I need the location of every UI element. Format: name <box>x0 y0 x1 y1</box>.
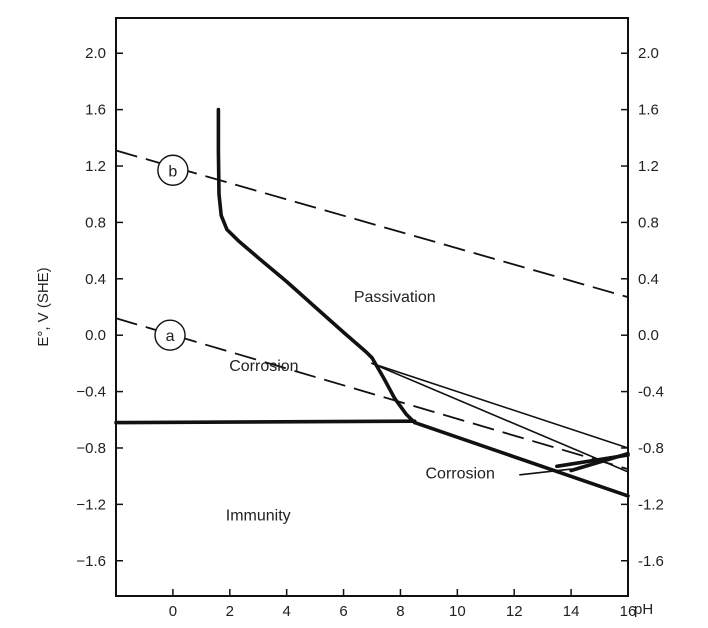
boundary-line <box>216 107 417 425</box>
y-tick-label-right: 0.4 <box>638 271 659 288</box>
region-label: Immunity <box>226 508 291 525</box>
y-tick-label-right: 2.0 <box>638 45 659 62</box>
y-tick-label-left: −0.4 <box>76 384 106 401</box>
reference-line-marker <box>157 154 189 186</box>
boundary-line <box>371 362 629 473</box>
reference-line-b <box>115 149 629 298</box>
x-tick-label: 16 <box>620 603 637 620</box>
boundary-line <box>519 468 572 476</box>
y-tick-label-left: −1.6 <box>76 553 106 570</box>
y-tick-label-right: -1.6 <box>638 553 664 570</box>
boundary-line <box>569 451 630 473</box>
reference-line-a <box>115 317 629 470</box>
x-tick-label: 0 <box>169 603 177 620</box>
boundary-line <box>412 420 630 498</box>
y-tick-label-right: -0.8 <box>638 440 664 457</box>
plot-frame <box>115 17 629 597</box>
y-tick-label-left: 0.4 <box>85 271 106 288</box>
reference-line-marker <box>154 319 186 351</box>
y-tick-label-right: 1.2 <box>638 158 659 175</box>
boundary-lines <box>114 107 630 498</box>
y-tick-label-left: −0.8 <box>76 440 106 457</box>
y-tick-label-left: 1.6 <box>85 102 106 119</box>
y-tick-label-left: −1.2 <box>76 496 106 513</box>
y-tick-label-right: 1.6 <box>638 102 659 119</box>
x-tick-label: 10 <box>449 603 466 620</box>
y-tick-label-right: 0.0 <box>638 327 659 344</box>
reference-line-label: a <box>166 328 175 345</box>
reference-lines <box>115 149 629 470</box>
x-tick-label: 2 <box>226 603 234 620</box>
y-tick-label-left: 2.0 <box>85 45 106 62</box>
y-tick-label-left: 0.8 <box>85 214 106 231</box>
x-axis-title: pH <box>634 601 653 618</box>
region-label: Passivation <box>354 289 436 306</box>
x-tick-label: 8 <box>396 603 404 620</box>
x-tick-label: 12 <box>506 603 523 620</box>
boundary-line <box>371 362 629 449</box>
y-tick-label-left: 1.2 <box>85 158 106 175</box>
x-tick-label: 6 <box>339 603 347 620</box>
ticks: 0 2 4 6 8 10 12 14 16 2.0 2.0 1.6 1.6 1.2 1.2 0.8 0.8 0.4… <box>76 45 663 620</box>
y-tick-label-right: -1.2 <box>638 496 664 513</box>
labels: a b Passivation Corrosion Corrosion Immunity <box>154 154 495 525</box>
region-label: Corrosion <box>425 465 494 482</box>
y-axis-title: E°, V (SHE) <box>35 267 52 346</box>
region-label: Corrosion <box>229 358 298 375</box>
boundary-line <box>114 419 417 425</box>
y-tick-label-right: 0.8 <box>638 214 659 231</box>
y-tick-label-left: 0.0 <box>85 327 106 344</box>
y-tick-label-right: -0.4 <box>638 384 664 401</box>
x-tick-label: 14 <box>563 603 580 620</box>
x-tick-label: 4 <box>282 603 290 620</box>
reference-line-label: b <box>168 163 177 180</box>
